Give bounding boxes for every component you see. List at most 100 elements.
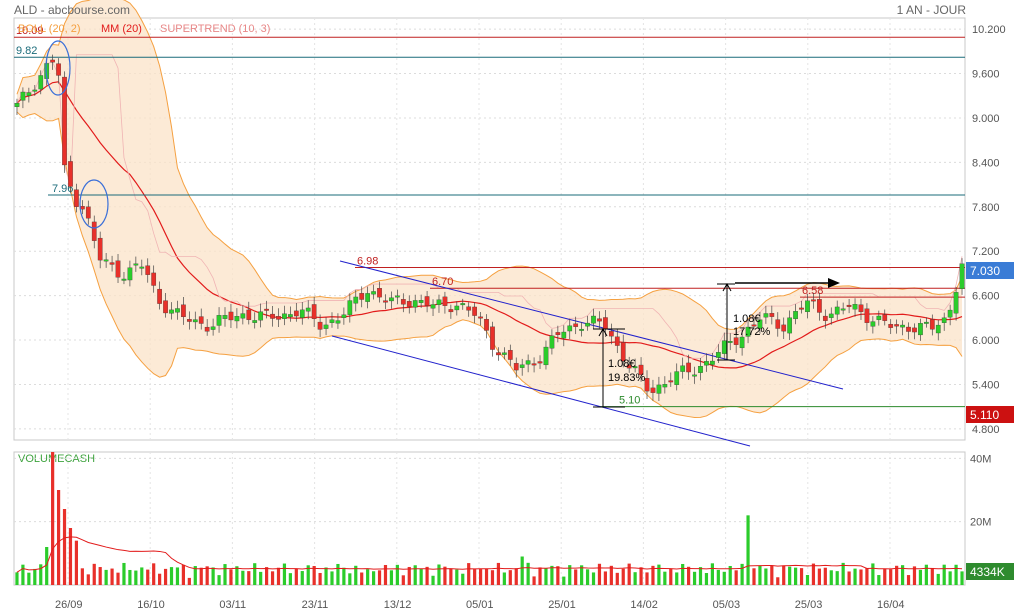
candle-body (20, 91, 26, 101)
highlight-circle (79, 179, 109, 229)
candle-body (109, 262, 115, 265)
candle-body (151, 272, 157, 286)
candle-body (311, 304, 317, 319)
moving-average (16, 81, 963, 369)
candle-body (710, 360, 715, 365)
candle-body (567, 325, 573, 332)
candle-body (924, 321, 929, 324)
volume-bar (877, 575, 881, 585)
candle-body (442, 296, 448, 306)
volume-bar (556, 566, 560, 585)
volume-bar (300, 571, 304, 585)
volume-bar (163, 568, 168, 585)
candle-body (787, 317, 793, 334)
volume-bar (478, 569, 483, 585)
volume-bar (805, 575, 810, 585)
candle-body (163, 300, 168, 314)
candle-body (692, 374, 697, 377)
bollinger-band-fill (16, 0, 963, 418)
candle-body (341, 314, 347, 318)
candle-body (14, 102, 20, 107)
candle-body (870, 321, 876, 327)
volume-bar (253, 563, 257, 585)
candle-body (276, 316, 281, 320)
candle-body (525, 360, 531, 365)
volume-bar (276, 567, 281, 585)
volume-bar (722, 571, 726, 585)
y-tick-label: 9.600 (972, 69, 1000, 81)
x-tick-label: 05/01 (466, 599, 494, 611)
candle-body (68, 161, 73, 187)
candle-body (115, 260, 121, 278)
volume-bar (265, 567, 269, 585)
candle-body (145, 265, 151, 275)
candle-body (953, 292, 959, 314)
volume-bar (591, 572, 596, 585)
volume-bar (181, 564, 185, 585)
volume-bar (526, 562, 530, 585)
candle-body (234, 316, 240, 322)
candle-body (656, 384, 662, 394)
volume-bar (146, 569, 150, 585)
candle-body (935, 324, 941, 334)
candle-body (947, 309, 953, 318)
volume-bar (728, 565, 732, 585)
annotation-text: 17.72% (733, 326, 771, 338)
volume-moving-average (16, 536, 963, 573)
candle-body (38, 75, 44, 90)
volume-bar (56, 490, 61, 585)
volume-bar (74, 540, 79, 585)
candle-body (359, 293, 365, 300)
volume-bar (865, 567, 869, 585)
candle-body (614, 336, 620, 346)
candle-body (85, 206, 91, 219)
volume-bar (425, 566, 429, 585)
volume-bar (247, 571, 251, 585)
volume-bar (152, 563, 156, 585)
volume-bar (687, 566, 691, 585)
volume-bar (354, 565, 358, 585)
x-tick-label: 14/02 (630, 599, 658, 611)
volume-bar (883, 568, 887, 585)
volume-bar (912, 566, 917, 585)
candle-body (121, 278, 127, 281)
low-price-tag (966, 406, 1014, 423)
y-tick-label: 6.000 (972, 335, 1000, 347)
bollinger-upper (16, 0, 963, 330)
candle-body (674, 371, 680, 385)
price-level-label: 6.98 (357, 255, 378, 267)
volume-bar (609, 565, 613, 585)
volume-bar (954, 564, 958, 585)
candle-body (775, 319, 781, 329)
candle-body (353, 296, 359, 304)
candle-body (288, 314, 293, 318)
volume-bar (342, 567, 346, 585)
vol-tick-label: 40M (970, 453, 991, 465)
volume-bar (817, 568, 821, 585)
volume-bar (853, 568, 857, 585)
price-level-label: 5.10 (619, 395, 640, 407)
volume-bar (734, 570, 738, 585)
candle-body (466, 306, 472, 311)
volume-bar (627, 563, 631, 585)
volume-bar (669, 568, 673, 585)
price-level-label: 7.96 (52, 183, 73, 195)
volume-bar (270, 571, 275, 585)
candle-body (561, 331, 567, 339)
measure-arrowhead (722, 282, 732, 292)
y-tick-label: 6.600 (972, 291, 1000, 303)
volume-bar (33, 568, 37, 585)
y-tick-label: 4.800 (972, 424, 1000, 436)
candle-body (103, 259, 109, 262)
candle-body (817, 299, 822, 313)
volume-bar (211, 567, 215, 585)
volume-bar (585, 569, 590, 585)
candle-body (186, 319, 192, 322)
candle-body (448, 309, 454, 313)
candle-body (579, 328, 584, 331)
candle-body (175, 308, 180, 313)
x-tick-label: 05/03 (713, 599, 741, 611)
candle-body (395, 295, 400, 298)
volume-bar (651, 565, 655, 585)
